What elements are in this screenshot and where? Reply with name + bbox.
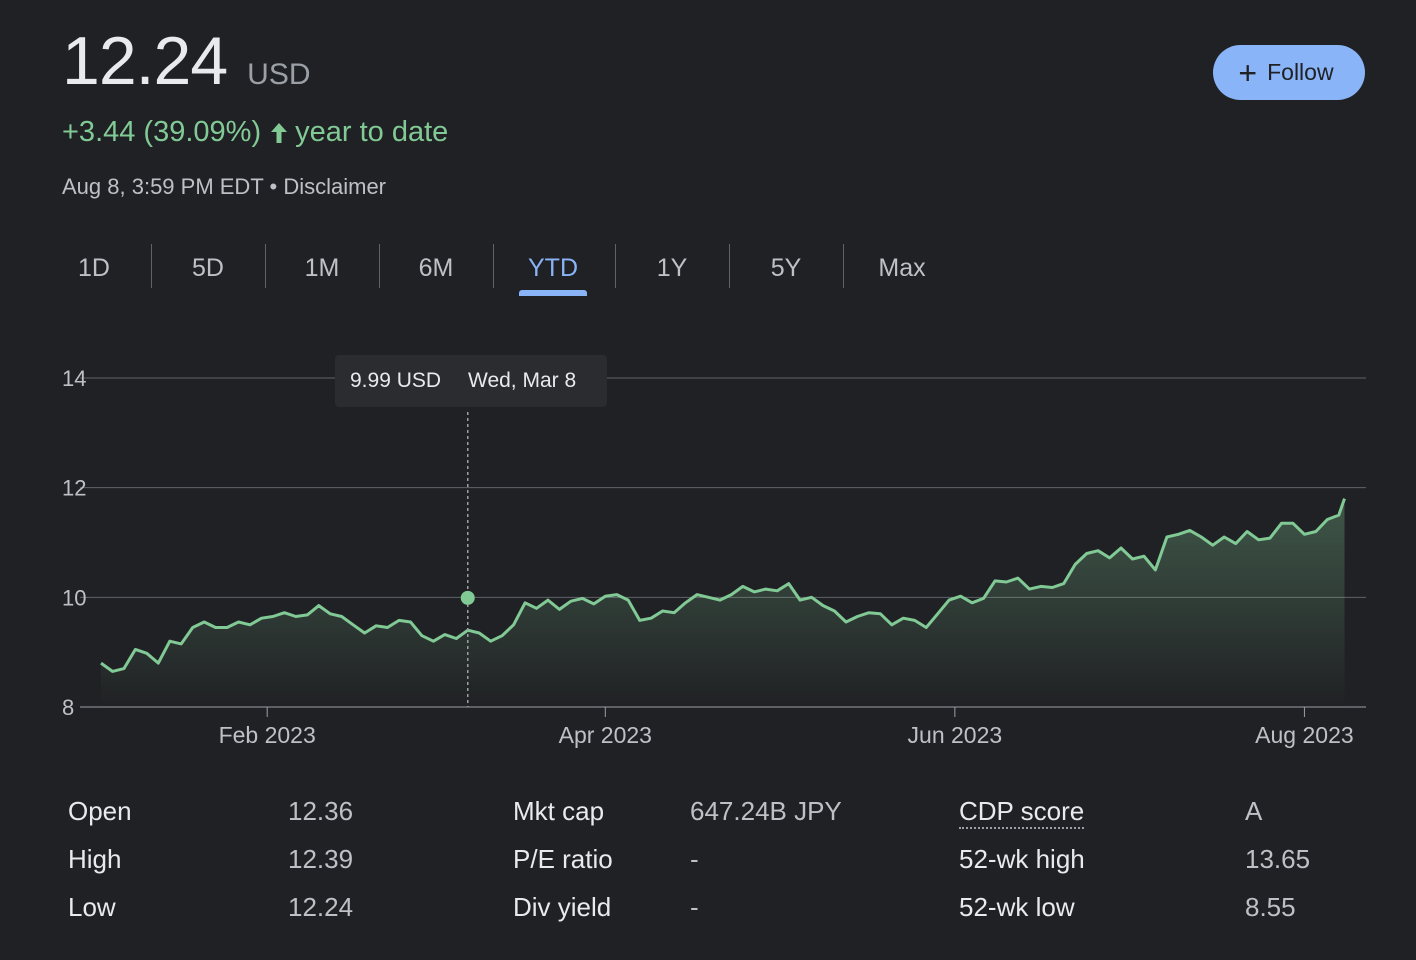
tab-6m[interactable]: 6M <box>380 240 492 296</box>
tooltip-value: 9.99 USD <box>350 369 441 392</box>
tab-label: 5D <box>192 253 224 282</box>
range-tabs: 1D 5D 1M 6M YTD 1Y 5Y Max <box>0 240 1000 296</box>
arrow-up-icon <box>269 121 289 145</box>
y-tick-label: 10 <box>62 585 86 610</box>
stat-label-pe-ratio: P/E ratio <box>513 844 613 874</box>
tooltip-box <box>335 355 607 407</box>
tab-label: 5Y <box>770 253 802 282</box>
stat-value-high: 12.39 <box>288 844 354 874</box>
tab-ytd[interactable]: YTD <box>497 240 609 296</box>
follow-button[interactable]: + Follow <box>1213 45 1365 100</box>
tab-1d[interactable]: 1D <box>38 240 150 296</box>
tab-label: 1D <box>78 253 110 282</box>
tab-divider <box>615 244 616 288</box>
y-tick-label: 8 <box>62 695 74 720</box>
tab-divider <box>493 244 494 288</box>
stat-label-52wk-high: 52-wk high <box>959 844 1085 874</box>
plus-icon: + <box>1238 54 1258 91</box>
stat-value-cdp-score: A <box>1245 796 1263 826</box>
tab-divider <box>729 244 730 288</box>
tab-label: 1Y <box>656 253 688 282</box>
follow-label: Follow <box>1267 59 1334 85</box>
chart-tooltip: 9.99 USD Wed, Mar 8 <box>335 355 607 407</box>
stat-label-52wk-low: 52-wk low <box>959 892 1075 922</box>
hover-point <box>460 590 475 605</box>
stat-label-open: Open <box>68 796 132 826</box>
tooltip-date: Wed, Mar 8 <box>468 369 576 392</box>
y-tick-label: 12 <box>62 476 86 501</box>
stat-value-52wk-low: 8.55 <box>1245 892 1296 922</box>
meta-separator: • <box>269 174 278 199</box>
tab-label: Max <box>878 253 926 282</box>
disclaimer-link[interactable]: Disclaimer <box>283 174 387 199</box>
tab-divider <box>843 244 844 288</box>
x-tick-label: Apr 2023 <box>559 722 652 748</box>
tab-divider <box>265 244 266 288</box>
quote-meta: Aug 8, 3:59 PM EDT • Disclaimer <box>62 174 386 200</box>
cdp-score-link[interactable]: CDP score <box>959 796 1085 829</box>
x-tick-label: Feb 2023 <box>219 722 316 748</box>
stat-label-mkt-cap: Mkt cap <box>513 796 605 826</box>
stat-value-pe-ratio: - <box>690 844 699 874</box>
current-price: 12.24 <box>62 23 228 99</box>
tab-label: 1M <box>304 253 340 282</box>
stat-label-div-yield: Div yield <box>513 892 612 922</box>
price-line <box>100 498 1346 673</box>
stat-value-mkt-cap: 647.24B JPY <box>690 796 842 826</box>
x-tick-label: Jun 2023 <box>908 722 1003 748</box>
tab-divider <box>151 244 152 288</box>
price-change: +3.44 (39.09%) year to date <box>62 116 448 149</box>
stat-value-open: 12.36 <box>288 796 354 826</box>
tab-label: YTD <box>528 253 578 282</box>
y-tick-label: 14 <box>62 366 86 391</box>
currency-label: USD <box>247 58 311 91</box>
stat-label-low: Low <box>68 892 116 922</box>
quote-timestamp: Aug 8, 3:59 PM EDT <box>62 174 264 199</box>
change-value: +3.44 (39.09%) <box>62 116 262 148</box>
tab-1y[interactable]: 1Y <box>616 240 728 296</box>
stat-value-low: 12.24 <box>288 892 354 922</box>
tab-max[interactable]: Max <box>846 240 958 296</box>
stat-value-div-yield: - <box>690 892 699 922</box>
stat-value-52wk-high: 13.65 <box>1245 844 1311 874</box>
price-area-fill <box>101 498 1345 707</box>
change-period: year to date <box>295 116 449 148</box>
tab-divider <box>379 244 380 288</box>
x-tick-label: Aug 2023 <box>1255 722 1353 748</box>
price-header: 12.24 USD <box>62 22 311 100</box>
tab-1m[interactable]: 1M <box>266 240 378 296</box>
tab-5d[interactable]: 5D <box>152 240 264 296</box>
tab-label: 6M <box>418 253 454 282</box>
tab-5y[interactable]: 5Y <box>730 240 842 296</box>
stat-label-high: High <box>68 844 122 874</box>
